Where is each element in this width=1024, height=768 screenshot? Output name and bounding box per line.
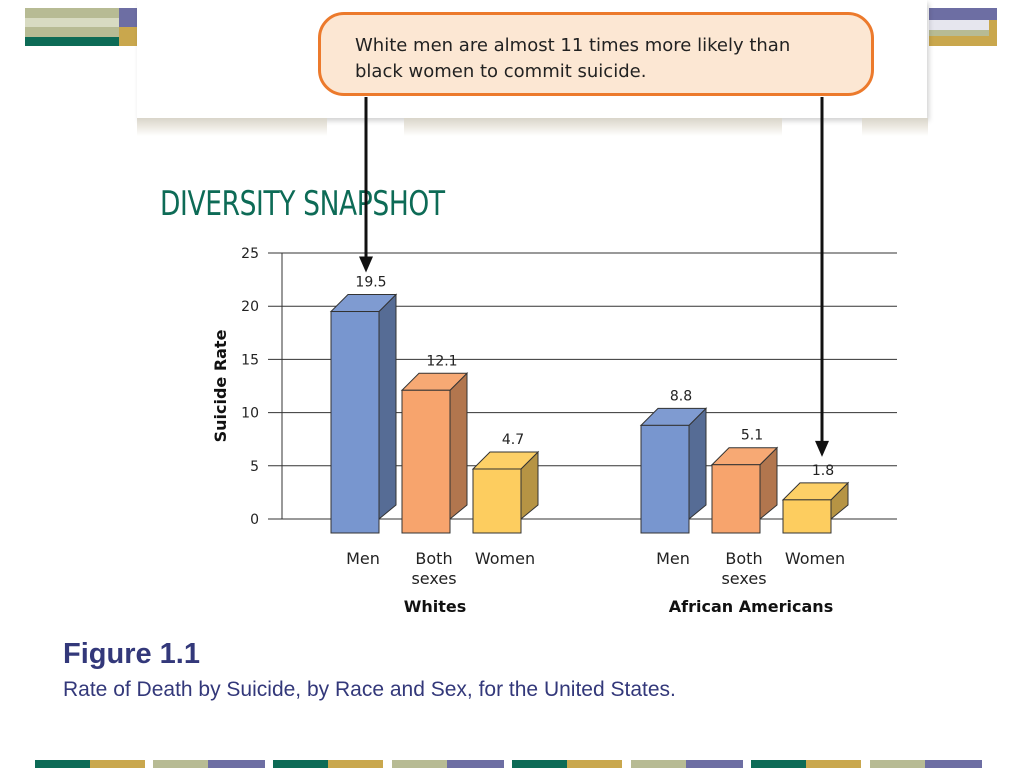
- x-category-label: Women: [785, 549, 845, 568]
- bar-side: [449, 372, 468, 521]
- panel-shadow: [137, 118, 327, 136]
- bar: [711, 464, 761, 534]
- y-tick-label: 0: [250, 512, 259, 528]
- callout-arrowhead: [359, 256, 373, 273]
- data-label: 12.1: [426, 353, 457, 369]
- x-group-label: African Americans: [669, 597, 833, 616]
- y-tick-label: 5: [250, 459, 259, 475]
- data-label: 1.8: [812, 463, 834, 479]
- bar: [330, 311, 380, 534]
- figure-title: Figure 1.1: [63, 638, 200, 670]
- x-category-label: Women: [475, 549, 535, 568]
- y-tick-label: 25: [241, 246, 259, 262]
- callout-arrowhead: [815, 440, 829, 457]
- data-label: 5.1: [741, 428, 763, 444]
- x-category-label: sexes: [721, 569, 766, 588]
- data-label: 8.8: [670, 388, 692, 404]
- bar: [640, 424, 690, 534]
- panel-shadow: [862, 118, 928, 136]
- bar: [782, 499, 832, 534]
- x-category-label: sexes: [411, 569, 456, 588]
- y-tick-label: 10: [241, 406, 259, 422]
- panel-shadow: [404, 118, 782, 136]
- data-label: 4.7: [502, 432, 524, 448]
- bar-side: [688, 407, 707, 521]
- figure-caption: Rate of Death by Suicide, by Race and Se…: [63, 678, 676, 701]
- x-category-label: Men: [656, 549, 690, 568]
- callout-box: White men are almost 11 times more likel…: [318, 12, 874, 96]
- x-category-label: Both: [415, 549, 452, 568]
- bar: [401, 389, 451, 534]
- y-axis-label: Suicide Rate: [211, 329, 230, 442]
- x-group-label: Whites: [404, 597, 467, 616]
- data-label: 19.5: [355, 275, 386, 291]
- bar-side: [378, 293, 397, 521]
- y-tick-label: 20: [241, 299, 259, 315]
- section-heading: DIVERSITY SNAPSHOT: [160, 184, 445, 224]
- callout-text-line-1: White men are almost 11 times more likel…: [355, 35, 791, 56]
- y-tick-label: 15: [241, 352, 259, 368]
- callout-text-line-2: black women to commit suicide.: [355, 61, 647, 82]
- x-category-label: Men: [346, 549, 380, 568]
- x-category-label: Both: [725, 549, 762, 568]
- bar: [472, 468, 522, 534]
